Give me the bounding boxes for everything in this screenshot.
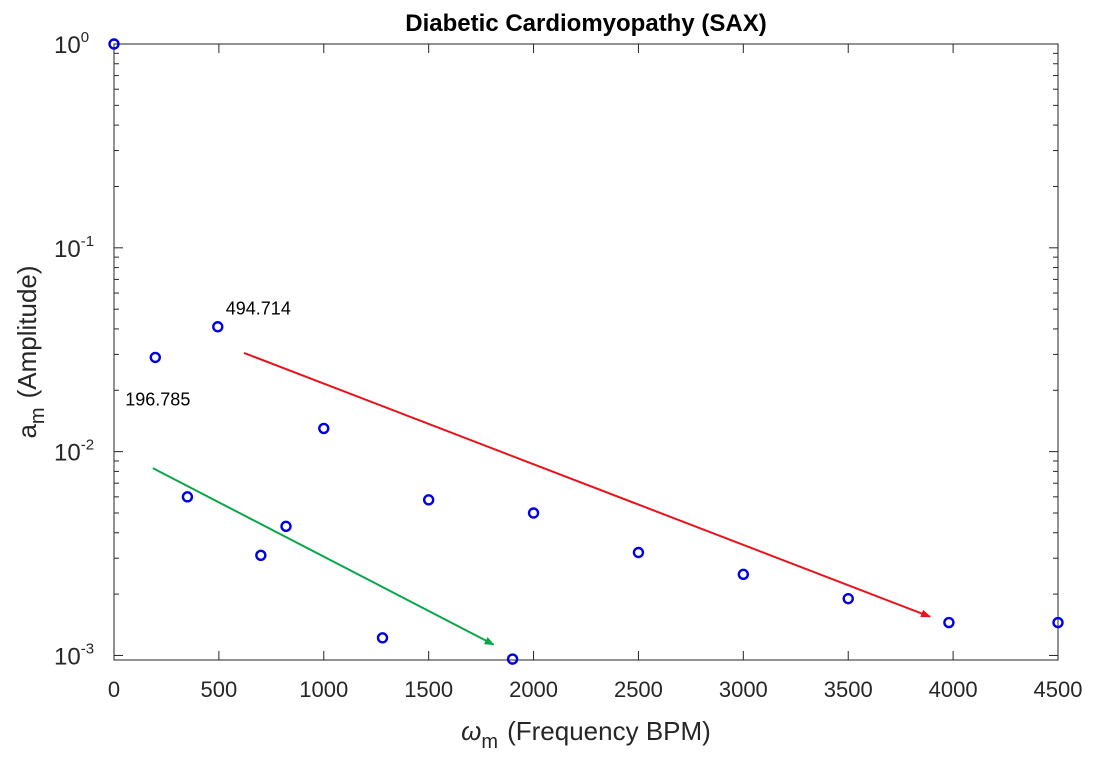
y-tick-label: 10-3 [54, 640, 94, 670]
data-point [527, 507, 540, 519]
data-label: 494.714 [226, 299, 291, 319]
x-tick-label: 1500 [404, 677, 453, 702]
y-axis-label: am (Amplitude) [12, 265, 49, 438]
x-tick-label: 0 [108, 677, 120, 702]
y-tick-label: 10-1 [54, 233, 94, 263]
x-axis: 0 500 1000 1500 2000 2500 3000 3500 4000 4500 [108, 44, 1083, 702]
x-tick-label: 2500 [614, 677, 663, 702]
y-tick-label-base: 10 [54, 32, 81, 59]
y-tick-label-exponent: -2 [81, 437, 94, 454]
data-point [943, 616, 955, 629]
y-tick-label: 10-2 [54, 437, 94, 467]
data-points [108, 38, 1064, 665]
data-point [1052, 616, 1064, 629]
trend-arrow-green [152, 467, 495, 646]
data-point [422, 494, 435, 506]
data-point [376, 632, 389, 644]
data-point [212, 321, 224, 333]
x-tick-label: 4500 [1034, 677, 1083, 702]
x-axis-label-text: (Frequency BPM) [507, 716, 711, 746]
data-point [506, 653, 519, 665]
y-tick-label-base: 10 [54, 643, 81, 670]
data-point [149, 351, 161, 364]
y-tick-label-exponent: -1 [81, 233, 94, 250]
plot-area [113, 43, 1059, 661]
data-point [181, 491, 194, 503]
x-axis-label: ωm (Frequency BPM) [461, 716, 711, 753]
arrows [152, 351, 931, 646]
y-axis-label-subscript: m [27, 407, 49, 424]
y-tick-label-exponent: -3 [81, 640, 94, 657]
x-tick-label: 3500 [824, 677, 873, 702]
y-tick-label-base: 10 [54, 236, 81, 263]
x-tick-label: 1000 [299, 677, 348, 702]
chart-title: Diabetic Cardiomyopathy (SAX) [405, 10, 766, 37]
data-point [842, 592, 854, 605]
y-tick-label-exponent: 0 [81, 29, 89, 46]
data-point [737, 568, 750, 581]
trend-arrow-red [243, 351, 931, 618]
x-axis-label-subscript: m [481, 731, 498, 753]
annotations: 494.714 196.785 [125, 299, 291, 410]
x-tick-label: 4000 [929, 677, 978, 702]
data-point [255, 549, 267, 562]
x-axis-label-symbol: ω [461, 716, 481, 746]
y-tick-label-base: 10 [54, 440, 81, 467]
data-point [318, 422, 330, 435]
x-tick-label: 3000 [719, 677, 768, 702]
y-axis-label-text: (Amplitude) [12, 265, 42, 398]
data-label: 196.785 [125, 389, 190, 409]
y-tick-label: 100 [54, 29, 89, 59]
data-point [280, 520, 292, 533]
data-point [108, 38, 120, 50]
x-tick-label: 500 [201, 677, 238, 702]
x-tick-label: 2000 [509, 677, 558, 702]
y-axis-label-symbol: a [12, 424, 42, 439]
data-point [632, 546, 645, 559]
